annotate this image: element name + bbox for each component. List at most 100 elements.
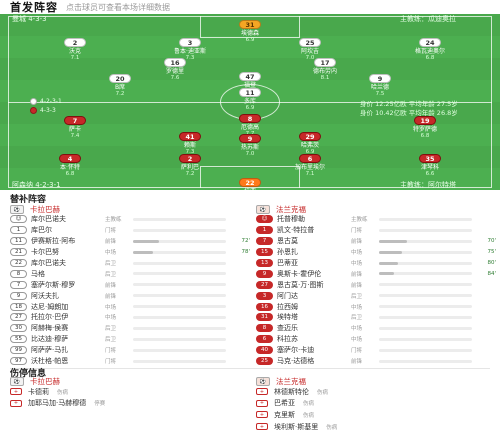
- away-player[interactable]: 22拉亚7.0: [222, 178, 278, 190]
- home-player[interactable]: 16 罗德里 7.6: [147, 58, 203, 81]
- injury-reason: 伤病: [317, 389, 329, 396]
- sub-row[interactable]: 15 孙恩扎 中场 75': [256, 247, 496, 258]
- shirt-number: 3: [179, 38, 201, 47]
- shirt-number: 31: [239, 20, 261, 29]
- sub-row[interactable]: 6 科拉苏 中场: [256, 334, 496, 345]
- away-player[interactable]: 6 加布里埃尔 7.1: [282, 154, 338, 177]
- injury-row[interactable]: + 林德斯特伦 伤病: [256, 386, 496, 398]
- sub-row[interactable]: 11 伊赛斯拉·阿布 前锋 72': [10, 236, 250, 247]
- home-player[interactable]: 31 埃德森 6.9: [222, 20, 278, 43]
- minutes-bar: [379, 315, 472, 319]
- sub-row[interactable]: 31 埃特塔 后卫: [256, 312, 496, 323]
- sub-row[interactable]: 8 查迈乐 中场: [256, 323, 496, 334]
- sub-row[interactable]: 30 阿赫梅·侯赛 后卫: [10, 323, 250, 334]
- sub-name: 阿沃夫扎: [31, 291, 59, 300]
- sub-name: 恩古莫: [277, 237, 298, 246]
- sub-row[interactable]: 22 库尔巴诺夫 后卫: [10, 258, 250, 269]
- player-name: 萨利巴: [180, 164, 199, 171]
- sub-name: 查迈乐: [277, 324, 298, 333]
- away-player[interactable]: 4 本·怀特 6.8: [42, 154, 98, 177]
- sub-name: 拉西姆: [277, 302, 298, 311]
- sub-row[interactable]: 16 拉西姆 中场: [256, 301, 496, 312]
- legend-dot: [30, 107, 37, 114]
- away-player[interactable]: 35 津琴科 6.6: [402, 154, 458, 177]
- home-player[interactable]: 20 B席 7.2: [92, 74, 148, 97]
- away-player[interactable]: 9 热苏斯 7.0: [222, 134, 278, 157]
- sub-row[interactable]: 99 阿萨萨·马扎 门将: [10, 345, 250, 356]
- shirt-number: 1: [10, 226, 27, 235]
- sub-row[interactable]: 40 塞萨尔·卡迪 门将: [256, 345, 496, 356]
- sub-position: 主教练: [351, 217, 368, 224]
- player-rating: 7.3: [185, 55, 195, 61]
- sub-row[interactable]: 21 卡尔巴努 中场 78': [10, 247, 250, 258]
- player-name: 德布劳内: [312, 68, 337, 75]
- sub-row[interactable]: 18 达尼·姆朗加 中场: [10, 301, 250, 312]
- minutes-bar-fill: [133, 239, 160, 243]
- injury-row[interactable]: + 克里斯 伤病: [256, 409, 496, 421]
- sub-row[interactable]: 9 奥斯卡·霍伊伦 前锋 84': [256, 268, 496, 279]
- shirt-number: 18: [10, 302, 27, 311]
- sub-position: 前锋: [351, 359, 363, 366]
- injury-row[interactable]: + 巴希亚 伤病: [256, 398, 496, 410]
- home-player[interactable]: 25 阿坎吉 7.0: [282, 38, 338, 61]
- home-player[interactable]: 24 格瓦迪奥尔 6.8: [402, 38, 458, 61]
- sub-row[interactable]: 1 凯文·特拉普 门将: [256, 225, 496, 236]
- minutes-bar: [379, 294, 472, 298]
- away-stats: 身价 10.42亿欧 平均年龄 26.8岁: [360, 109, 458, 117]
- sub-row[interactable]: 1 库巴尔 门将: [10, 225, 250, 236]
- injury-row[interactable]: + 埃利斯·斯基里 伤病: [256, 421, 496, 433]
- sub-position: 前锋: [105, 293, 117, 300]
- injury-row[interactable]: + 加耶马加·马赫穆德 停赛: [10, 398, 250, 410]
- player-name: 特罗萨德: [412, 126, 437, 133]
- sub-position: 后卫: [105, 271, 117, 278]
- coach-icon: ☺: [256, 215, 273, 224]
- injury-icon: +: [256, 411, 268, 419]
- page-title: 首发阵容: [10, 1, 58, 14]
- sub-row[interactable]: 25 马克·达德格 前锋: [256, 356, 496, 367]
- minutes-bar: [133, 348, 226, 352]
- sub-row[interactable]: 8 马格 后卫: [10, 268, 250, 279]
- home-player[interactable]: 11 多库 6.9: [222, 88, 278, 111]
- injury-reason: 伤病: [303, 401, 315, 408]
- away-player[interactable]: 2 萨利巴 7.2: [162, 154, 218, 177]
- sub-row[interactable]: 9 阿沃夫扎 前锋: [10, 290, 250, 301]
- sub-row[interactable]: 97 沃杜格·帕恩 门将: [10, 356, 250, 367]
- coach-icon: ☺: [10, 215, 27, 224]
- sub-row[interactable]: 27 托拉尔·巴伊 中场: [10, 312, 250, 323]
- away-player[interactable]: 29 哈弗茨 6.9: [282, 132, 338, 155]
- sub-name: 库尔巴诺夫: [31, 215, 66, 224]
- minutes-bar: [133, 250, 226, 254]
- injury-icon: +: [10, 399, 22, 407]
- sub-name: 伊赛斯拉·阿布: [31, 237, 76, 246]
- away-player[interactable]: 7 萨卡 7.4: [47, 116, 103, 139]
- sub-row[interactable]: 27 恩古莫·万·图斯 前锋: [256, 279, 496, 290]
- home-player[interactable]: 2 沃克 7.1: [47, 38, 103, 61]
- shirt-number: 2: [64, 38, 86, 47]
- shirt-number: 9: [10, 291, 27, 300]
- minutes-bar: [133, 294, 226, 298]
- away-player[interactable]: 41 赖斯 7.3: [162, 132, 218, 155]
- injuries-away-list: + 林德斯特伦 伤病 + 巴希亚 伤病 + 克里斯 伤病 + 埃利斯·斯基里 伤病: [256, 386, 496, 432]
- sub-row[interactable]: ☺ 库尔巴诺夫 主教练: [10, 214, 250, 225]
- injury-row[interactable]: + 卡德莉 伤病: [10, 386, 250, 398]
- away-player[interactable]: 19 特罗萨德 6.8: [397, 116, 453, 139]
- sub-position: 中场: [351, 250, 363, 257]
- sub-row[interactable]: 7 恩古莫 前锋 70': [256, 236, 496, 247]
- sub-minute: 84': [487, 270, 496, 277]
- player-name: 萨卡: [68, 126, 81, 133]
- injuries-away-head: ⚽ 法兰克福: [256, 376, 306, 387]
- home-player[interactable]: 17 德布劳内 8.1: [297, 58, 353, 81]
- sub-row[interactable]: 3 阿门达 后卫: [256, 290, 496, 301]
- shirt-number: 27: [256, 280, 273, 289]
- sub-name: 塞萨尔斯·穆罗: [31, 280, 76, 289]
- home-club-badge-icon: ⚽: [10, 377, 24, 386]
- home-player[interactable]: 3 鲁本·迪亚斯 7.3: [162, 38, 218, 61]
- sub-row[interactable]: ☺ 托普穆勒 主教练: [256, 214, 496, 225]
- sub-row[interactable]: 7 塞萨尔斯·穆罗 前锋: [10, 279, 250, 290]
- minutes-bar: [379, 217, 472, 221]
- home-player[interactable]: 9 哈兰德 7.5: [352, 74, 408, 97]
- sub-row[interactable]: 55 比达迪·穆萨 后卫: [10, 334, 250, 345]
- sub-row[interactable]: 13 巴蒂亚 中场 80': [256, 258, 496, 269]
- shirt-number: 41: [179, 132, 201, 141]
- player-rating: 6.8: [420, 133, 430, 139]
